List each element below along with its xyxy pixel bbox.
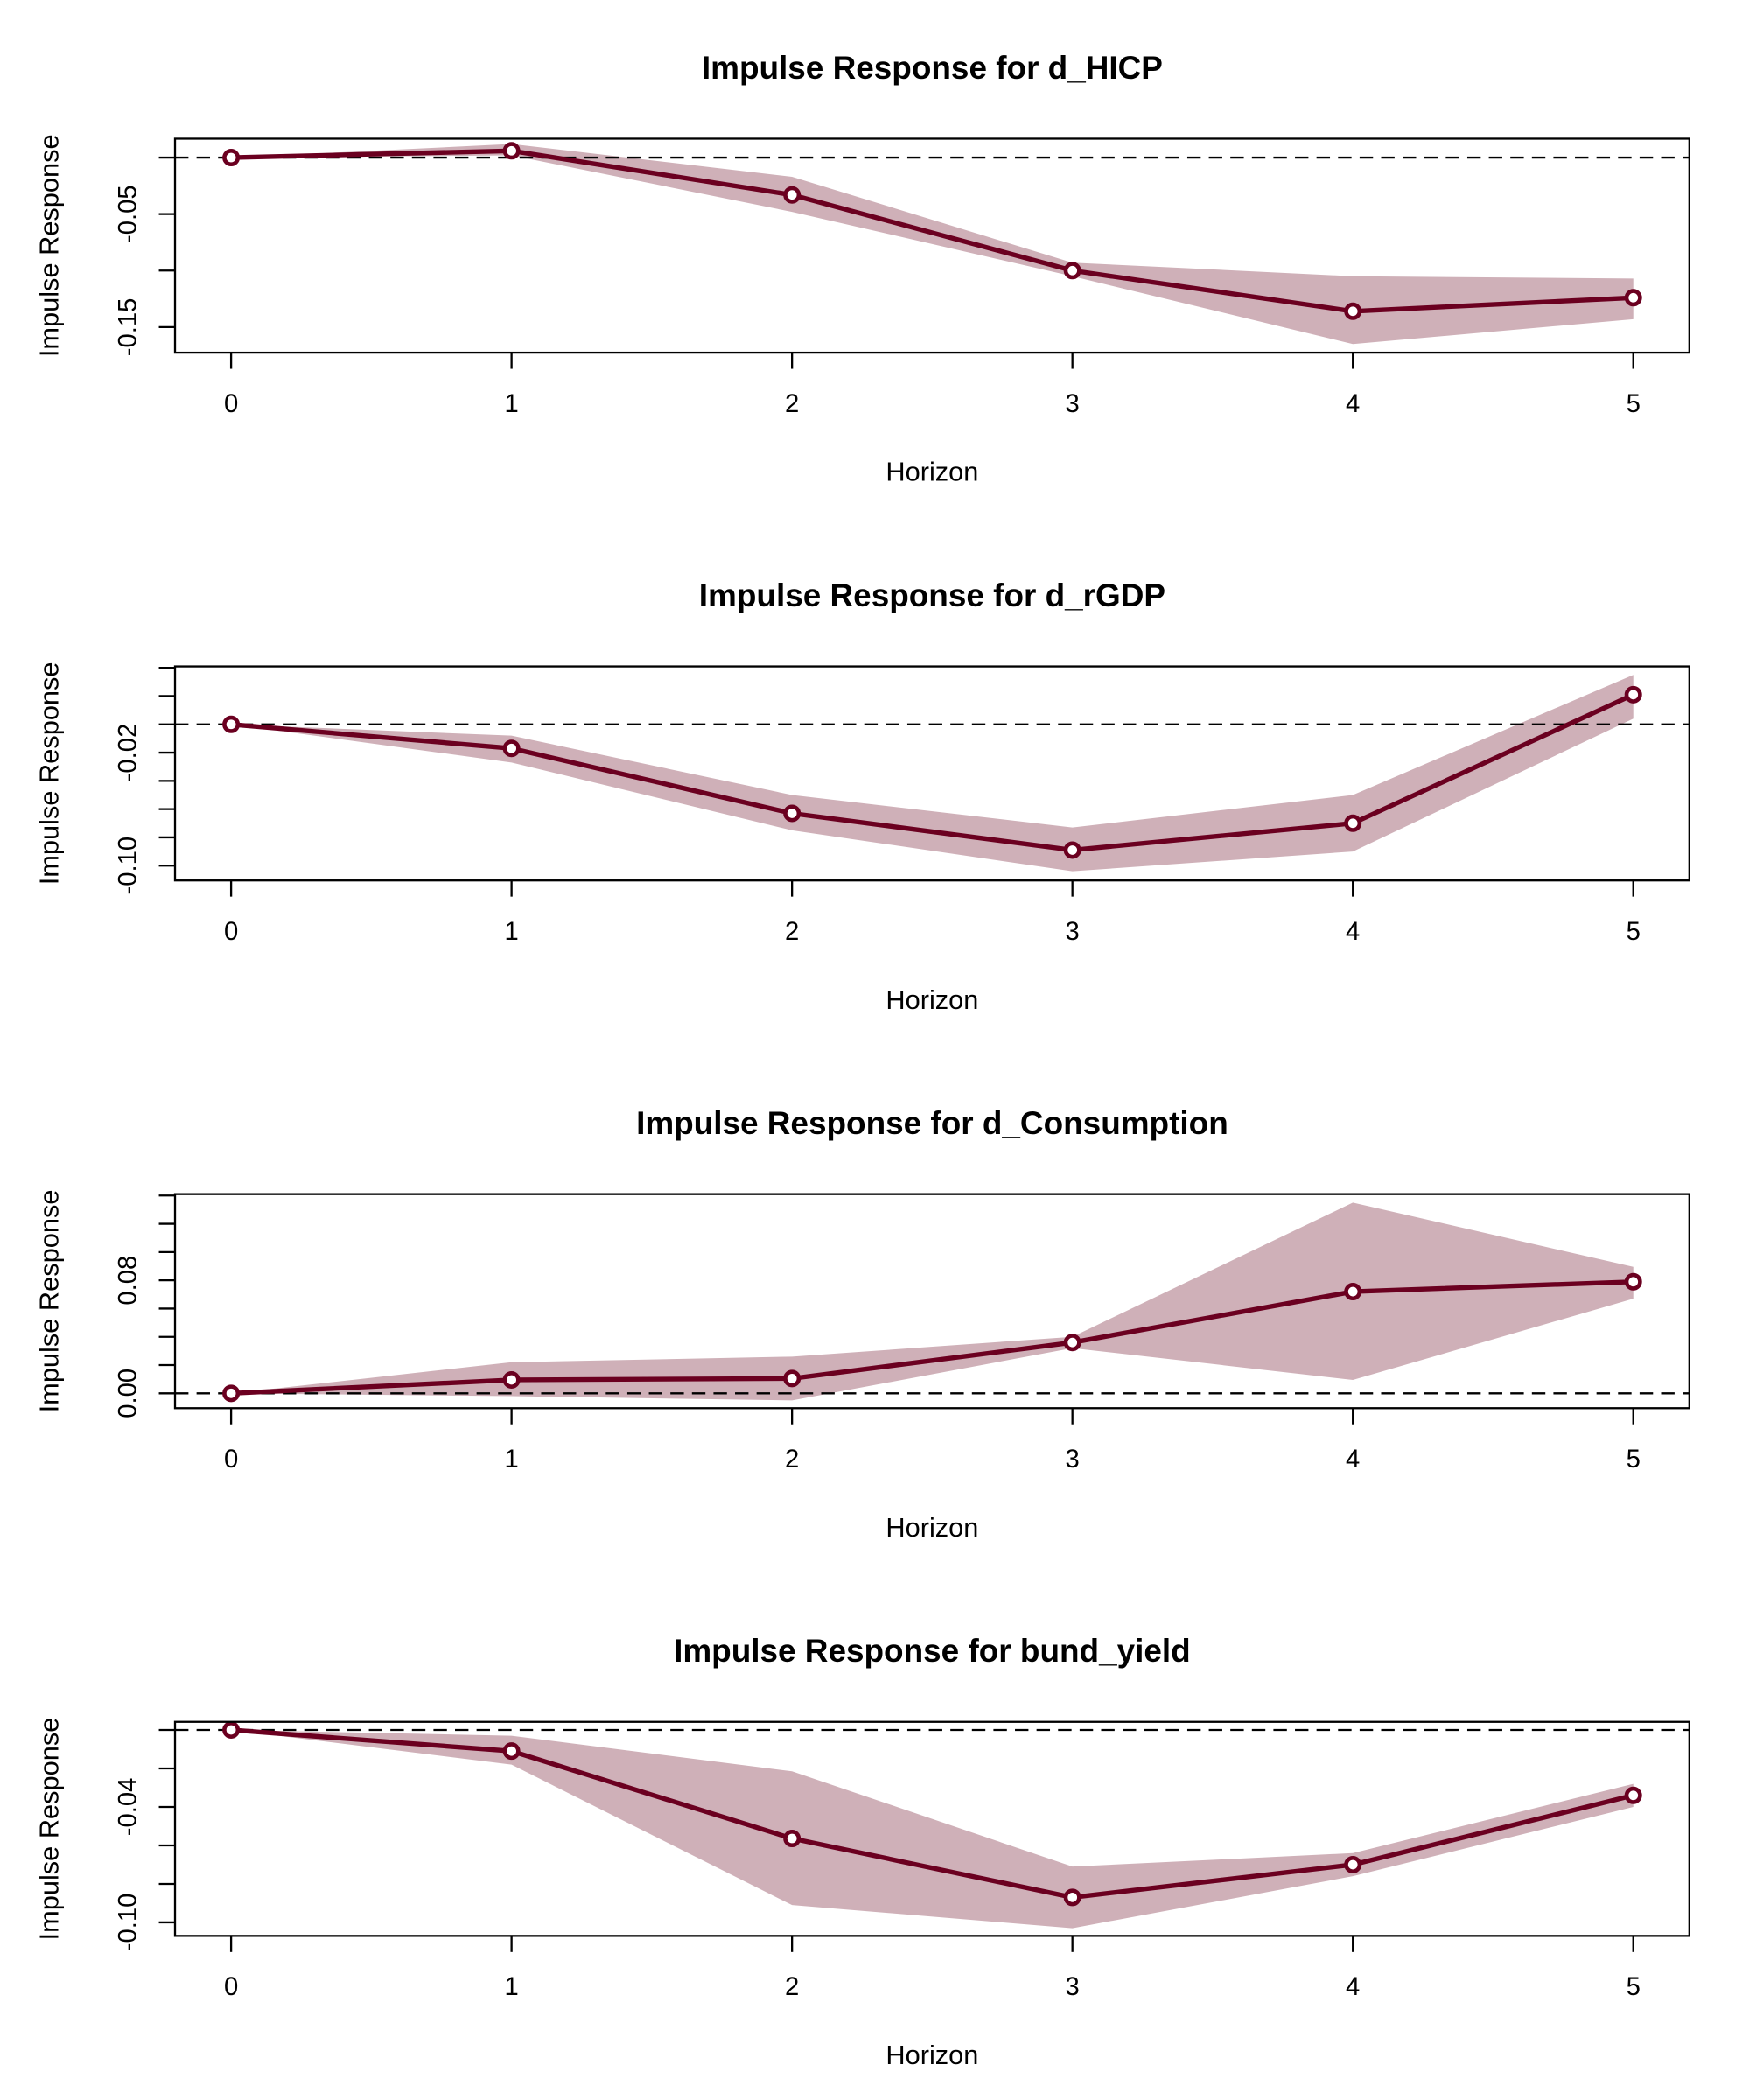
x-tick-label: 1: [504, 1446, 518, 1474]
confidence-band: [231, 675, 1634, 872]
panel: 0 1 2 3 4 5 -0.10 -0.02 Impulse Response for d_r…: [34, 578, 1690, 1015]
y-axis-label: Impulse Response: [34, 662, 65, 885]
confidence-band: [231, 1729, 1634, 1928]
response-point: [1624, 289, 1642, 307]
response-point: [1063, 1888, 1082, 1907]
x-tick-label: 3: [1066, 918, 1080, 946]
response-point: [502, 1742, 521, 1760]
chart-title: Impulse Response for bund_yield: [674, 1633, 1191, 1669]
chart-title: Impulse Response for d_HICP: [702, 50, 1163, 86]
x-tick-label: 0: [224, 1973, 238, 2001]
confidence-band: [231, 144, 1634, 345]
x-tick-label: 5: [1627, 1973, 1641, 2001]
x-tick-label: 0: [224, 390, 238, 418]
response-point: [502, 142, 521, 160]
x-tick-label: 1: [504, 1973, 518, 2001]
response-point: [783, 804, 802, 822]
response-point: [1063, 1334, 1082, 1352]
y-tick-label: 0.08: [114, 1256, 142, 1306]
x-axis-label: Horizon: [886, 2040, 978, 2070]
x-axis-label: Horizon: [886, 1512, 978, 1543]
y-tick-label: -0.05: [114, 185, 142, 243]
response-point: [1344, 302, 1362, 320]
x-tick-label: 4: [1346, 1446, 1360, 1474]
x-tick-label: 3: [1066, 1973, 1080, 2001]
plot-frame: [173, 137, 1690, 354]
confidence-band: [231, 1202, 1634, 1401]
response-point: [783, 1369, 802, 1388]
x-tick-label: 2: [785, 390, 799, 418]
x-axis-label: Horizon: [886, 984, 978, 1015]
x-axis-label: Horizon: [886, 457, 978, 487]
y-tick-label: -0.04: [114, 1778, 142, 1837]
response-point: [502, 739, 521, 758]
response-point: [1344, 1855, 1362, 1873]
y-axis-label: Impulse Response: [34, 1718, 65, 1941]
plot-frame: [173, 665, 1690, 882]
response-line: [231, 148, 1634, 314]
x-tick-label: 2: [785, 918, 799, 946]
x-tick-label: 4: [1346, 390, 1360, 418]
x-tick-label: 1: [504, 390, 518, 418]
plot-frame: [173, 1720, 1690, 1937]
x-tick-label: 3: [1066, 1446, 1080, 1474]
y-axis-label: Impulse Response: [34, 1190, 65, 1413]
response-point: [1344, 814, 1362, 832]
x-tick-label: 2: [785, 1973, 799, 2001]
x-tick-label: 0: [224, 1446, 238, 1474]
plot-frame: [173, 1193, 1690, 1410]
y-tick-label: -0.10: [114, 1894, 142, 1952]
response-point: [1344, 1283, 1362, 1301]
panel: 0 1 2 3 4 5 0.00 0.08 Impulse Response for d_Con…: [34, 1105, 1690, 1543]
x-tick-label: 5: [1627, 918, 1641, 946]
chart-title: Impulse Response for d_Consumption: [636, 1105, 1228, 1141]
x-tick-label: 1: [504, 918, 518, 946]
response-point: [1624, 685, 1642, 704]
x-tick-label: 5: [1627, 390, 1641, 418]
response-line: [230, 1727, 1634, 1900]
response-point: [222, 1384, 241, 1403]
response-point: [1063, 841, 1082, 859]
panel: 0 1 2 3 4 5 -0.15 -0.05 Impulse Response for d_H…: [34, 50, 1690, 487]
response-line: [230, 1279, 1634, 1396]
response-point: [783, 1830, 802, 1848]
response-point: [1624, 1786, 1642, 1804]
y-tick-label: -0.15: [114, 298, 142, 357]
response-line: [230, 692, 1634, 853]
y-tick-label: -0.10: [114, 836, 142, 895]
response-point: [222, 149, 241, 167]
x-tick-label: 4: [1346, 1973, 1360, 2001]
response-point: [783, 186, 802, 204]
panels: 0 1 2 3 4 5 -0.15 -0.05 Impulse Response for d_H…: [34, 50, 1690, 2070]
x-tick-label: 3: [1066, 390, 1080, 418]
chart-title: Impulse Response for d_rGDP: [699, 578, 1166, 613]
y-tick-label: 0.00: [114, 1368, 142, 1418]
response-point: [502, 1370, 521, 1389]
response-point: [1624, 1272, 1642, 1291]
x-tick-label: 5: [1627, 1446, 1641, 1474]
x-tick-label: 0: [224, 918, 238, 946]
response-point: [222, 1720, 241, 1739]
panel: 0 1 2 3 4 5 -0.10 -0.04 Impulse Response for bun…: [34, 1633, 1690, 2070]
y-axis-label: Impulse Response: [34, 134, 65, 357]
response-point: [1063, 262, 1082, 280]
y-tick-label: -0.02: [114, 724, 142, 782]
x-tick-label: 4: [1346, 918, 1360, 946]
x-tick-label: 2: [785, 1446, 799, 1474]
response-point: [222, 715, 241, 733]
